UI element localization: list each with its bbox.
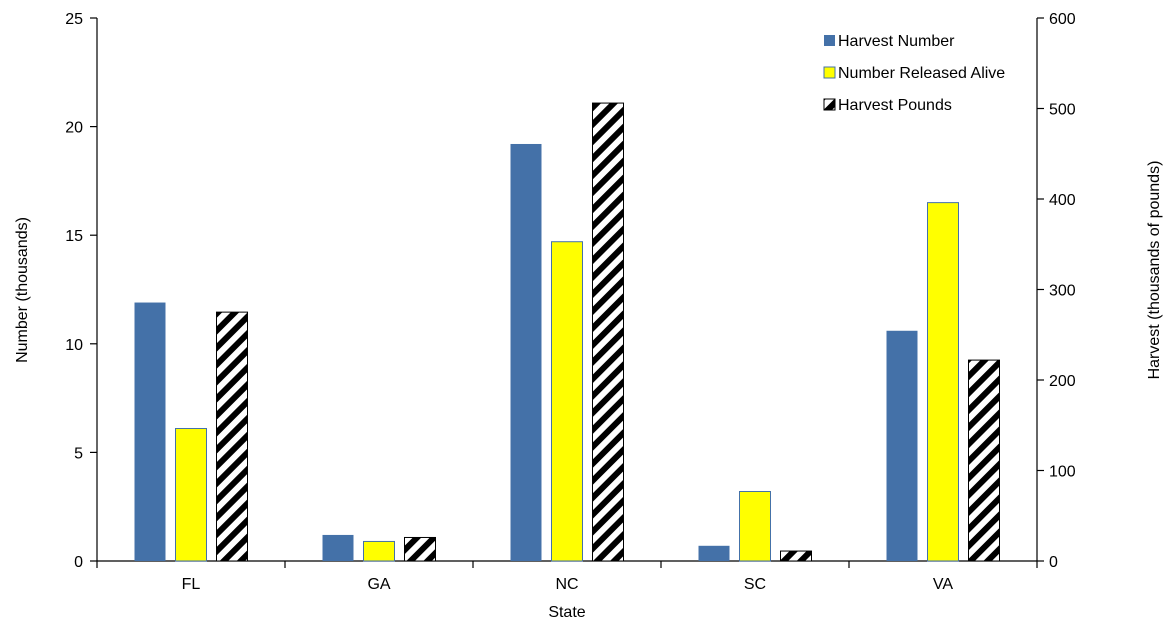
x-tick-label: VA — [933, 576, 953, 593]
right-tick-label: 400 — [1049, 192, 1076, 209]
bar-number-released-alive-fl — [175, 428, 207, 562]
x-tick-label: NC — [555, 576, 578, 593]
bar-harvest-pounds-fl — [216, 311, 248, 562]
right-tick-label: 200 — [1049, 373, 1076, 390]
bar-harvest-pounds-ga — [404, 536, 436, 562]
legend-swatch — [823, 66, 836, 79]
left-y-axis-title: Number (thousands) — [14, 217, 31, 363]
bar-harvest-pounds-va — [968, 359, 1000, 562]
left-axis-ticks: 0 5 10 15 20 25 — [65, 11, 97, 571]
bar-number-released-alive-ga — [363, 540, 395, 562]
x-axis-ticks: FL GA NC SC VA — [96, 561, 1038, 593]
left-tick-label: 10 — [65, 337, 83, 354]
bar-number-released-alive-va — [927, 202, 959, 562]
right-tick-label: 100 — [1049, 464, 1076, 481]
right-tick-label: 600 — [1049, 11, 1076, 28]
left-tick-label: 20 — [65, 120, 83, 137]
legend-label: Harvest Pounds — [838, 97, 952, 114]
legend-label: Number Released Alive — [838, 65, 1005, 82]
x-tick-label: SC — [744, 576, 766, 593]
bar-number-released-alive-nc — [551, 241, 583, 562]
bar-harvest-number-sc — [698, 545, 730, 561]
bar-number-released-alive-sc — [739, 490, 771, 562]
bar-harvest-number-fl — [134, 302, 166, 561]
left-tick-label: 5 — [74, 445, 83, 462]
right-tick-label: 0 — [1049, 554, 1058, 571]
bar-harvest-pounds-sc — [780, 550, 812, 562]
x-tick-label: GA — [367, 576, 390, 593]
left-tick-label: 25 — [65, 11, 83, 28]
bar-harvest-pounds-nc — [592, 102, 624, 562]
bar-harvest-number-nc — [510, 143, 542, 561]
right-y-axis-title: Harvest (thousands of pounds) — [1146, 161, 1163, 380]
left-tick-label: 15 — [65, 228, 83, 245]
x-axis-title: State — [548, 604, 585, 621]
legend-label: Harvest Number — [838, 33, 955, 50]
left-tick-label: 0 — [74, 554, 83, 571]
right-tick-label: 500 — [1049, 102, 1076, 119]
right-tick-label: 300 — [1049, 283, 1076, 300]
bar-harvest-number-ga — [322, 534, 354, 561]
x-tick-label: FL — [182, 576, 201, 593]
right-axis-ticks: 0 100 200 300 400 500 600 — [1037, 11, 1076, 571]
legend-swatch — [824, 35, 835, 46]
bar-marks — [134, 102, 1000, 562]
legend-swatch — [823, 98, 836, 111]
bar-harvest-number-va — [886, 330, 918, 561]
legend: Harvest Number Number Released Alive Harve… — [823, 33, 1005, 114]
